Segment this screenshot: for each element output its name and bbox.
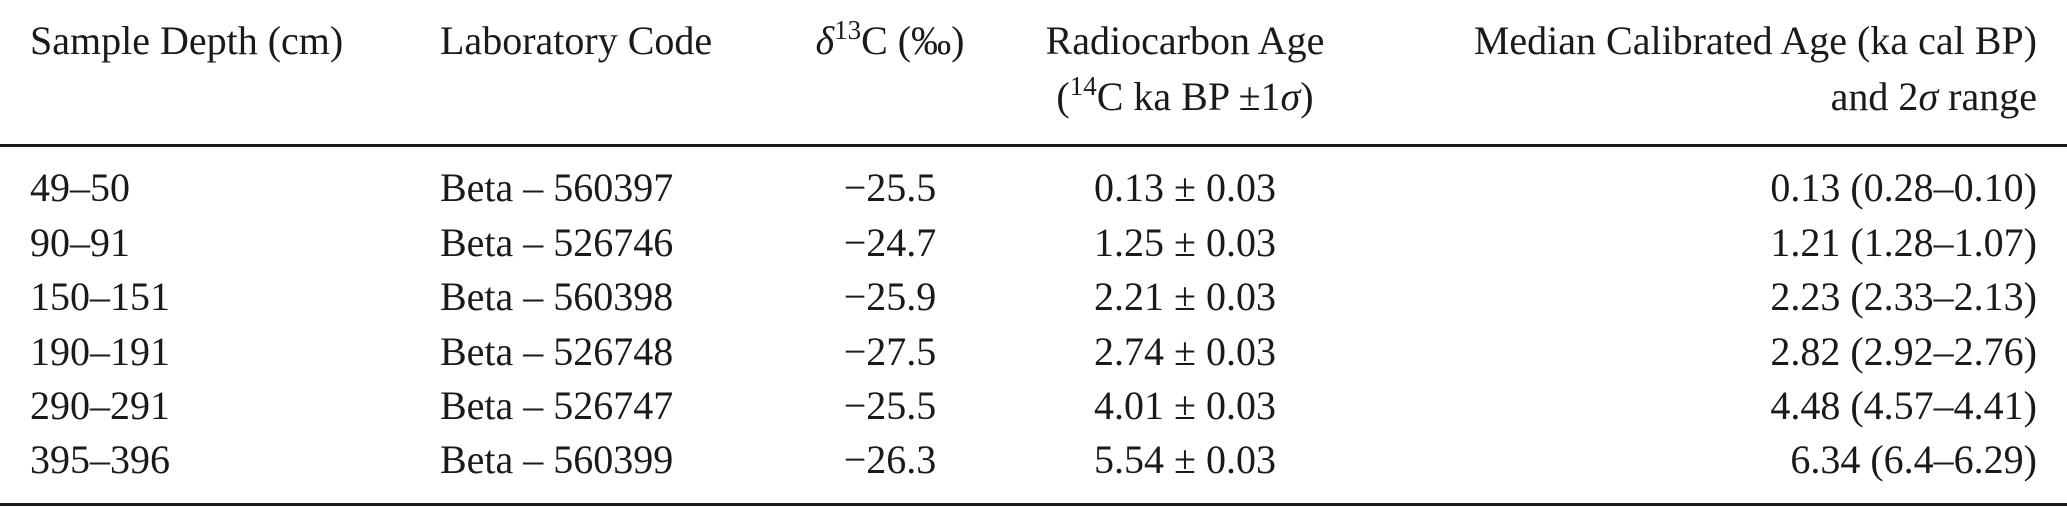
paren-close: ) [1300, 74, 1314, 119]
cell-radiocarbon-age: 0.13 ± 0.03 [1094, 165, 1276, 210]
cell-depth: 190–191 [30, 329, 170, 374]
header-sample-depth: Sample Depth (cm) [30, 18, 344, 63]
header-radiocarbon-age-line2: (14C ka BP ±1σ) [1020, 71, 1350, 120]
header-radiocarbon-age-line1: Radiocarbon Age [1045, 18, 1325, 63]
header-calibrated-age-line2: and 2σ range [1831, 74, 2037, 120]
cell-calibrated-age: 2.23 (2.33–2.13) [1770, 274, 2037, 319]
cell-lab-code: Beta – 560399 [440, 437, 674, 482]
cell-radiocarbon-age: 4.01 ± 0.03 [1094, 383, 1276, 428]
cell-lab-code: Beta – 560398 [440, 274, 674, 319]
delta-superscript: 13 [834, 15, 862, 45]
cell-depth: 395–396 [30, 437, 170, 482]
cell-d13c: −25.9 [843, 274, 937, 319]
delta-unit: C (‰) [861, 18, 965, 63]
calibrated-suffix: range [1938, 74, 2037, 119]
cell-d13c: −24.7 [843, 220, 937, 265]
cell-depth: 290–291 [30, 383, 170, 428]
cell-radiocarbon-age: 1.25 ± 0.03 [1094, 220, 1276, 265]
sigma-symbol: σ [1918, 74, 1939, 119]
cell-d13c: −25.5 [843, 165, 937, 210]
cell-radiocarbon-age: 2.74 ± 0.03 [1094, 329, 1276, 374]
cell-depth: 90–91 [30, 220, 130, 265]
header-delta13c: δ13C (‰) [800, 15, 980, 64]
cell-calibrated-age: 4.48 (4.57–4.41) [1770, 383, 2037, 428]
cell-lab-code: Beta – 560397 [440, 165, 674, 210]
cell-lab-code: Beta – 526747 [440, 383, 674, 428]
cell-lab-code: Beta – 526746 [440, 220, 674, 265]
cell-radiocarbon-age: 2.21 ± 0.03 [1094, 274, 1276, 319]
cell-d13c: −25.5 [843, 383, 937, 428]
table-bottom-rule [0, 503, 2067, 506]
sigma-symbol: σ [1280, 74, 1301, 119]
cell-depth: 49–50 [30, 165, 130, 210]
header-calibrated-age-line1: Median Calibrated Age (ka cal BP) [1473, 18, 2037, 63]
cell-calibrated-age: 1.21 (1.28–1.07) [1770, 220, 2037, 265]
cell-d13c: −27.5 [843, 329, 937, 374]
cell-lab-code: Beta – 526748 [440, 329, 674, 374]
calibrated-prefix: and 2 [1830, 74, 1919, 119]
c14-superscript: 14 [1069, 71, 1097, 101]
header-divider [0, 144, 2067, 147]
cell-calibrated-age: 6.34 (6.4–6.29) [1790, 437, 2037, 482]
cell-calibrated-age: 2.82 (2.92–2.76) [1770, 329, 2037, 374]
paren-open: ( [1056, 74, 1070, 119]
cell-radiocarbon-age: 5.54 ± 0.03 [1094, 437, 1276, 482]
radiocarbon-unit: C ka BP ±1 [1096, 74, 1281, 119]
cell-d13c: −26.3 [843, 437, 937, 482]
cell-calibrated-age: 0.13 (0.28–0.10) [1770, 165, 2037, 210]
cell-depth: 150–151 [30, 274, 170, 319]
delta-symbol: δ [815, 18, 835, 63]
header-laboratory-code: Laboratory Code [440, 18, 713, 63]
